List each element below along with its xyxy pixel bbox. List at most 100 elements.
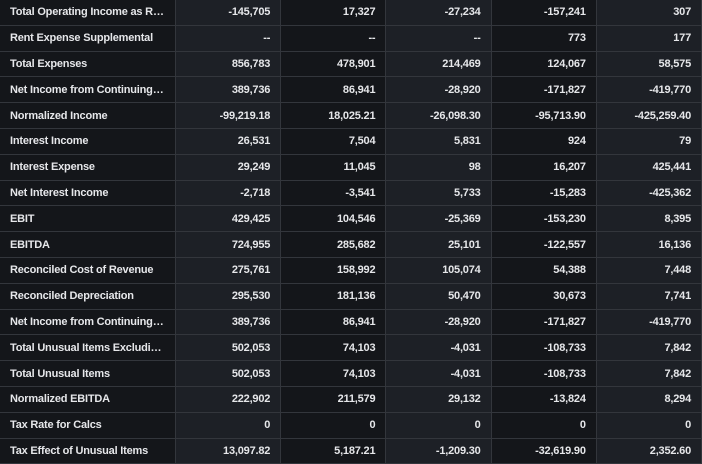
cell-value: 86,941 [280, 76, 387, 104]
cell-value: 0 [490, 411, 597, 439]
table-row: Total Operating Income as Repor... -145,7… [0, 0, 702, 26]
table-row: EBITDA 724,955 285,682 25,101 -122,557 16,136 [0, 231, 702, 258]
cell-value: 773 [490, 24, 597, 52]
table-row: Reconciled Cost of Revenue 275,761 158,992… [0, 256, 702, 284]
cell-value: 177 [595, 24, 702, 52]
cell-value: -4,031 [385, 360, 492, 387]
cell-value: -108,733 [490, 334, 597, 362]
cell-value: 17,327 [280, 0, 387, 26]
table-row: Interest Expense 29,249 11,045 98 16,207 425,… [0, 153, 702, 181]
cell-value: 18,025.21 [280, 102, 387, 129]
cell-value: 158,992 [280, 256, 387, 284]
cell-value: 724,955 [174, 231, 282, 258]
cell-value: 58,575 [595, 50, 702, 78]
cell-value: 307 [595, 0, 702, 26]
cell-value: -- [280, 24, 387, 52]
cell-value: 5,831 [385, 127, 492, 155]
cell-value: -145,705 [174, 0, 282, 26]
row-label: Tax Effect of Unusual Items [0, 437, 176, 464]
row-label: EBITDA [0, 231, 176, 258]
row-label: Total Unusual Items Excluding G... [0, 334, 176, 362]
table-row: Tax Rate for Calcs 0 0 0 0 0 [0, 411, 702, 439]
cell-value: 98 [385, 153, 492, 181]
cell-value: 13,097.82 [174, 437, 282, 464]
cell-value: 7,842 [595, 360, 702, 387]
cell-value: 124,067 [490, 50, 597, 78]
cell-value: -32,619.90 [490, 437, 597, 464]
cell-value: 8,294 [595, 385, 702, 413]
cell-value: 295,530 [174, 282, 282, 310]
cell-value: 0 [174, 411, 282, 439]
cell-value: 16,207 [490, 153, 597, 181]
cell-value: -153,230 [490, 205, 597, 233]
cell-value: -425,259.40 [595, 102, 702, 129]
row-label: Rent Expense Supplemental [0, 24, 176, 52]
cell-value: -15,283 [490, 179, 597, 207]
cell-value: 5,733 [385, 179, 492, 207]
cell-value: 54,388 [490, 256, 597, 284]
table-row: Net Interest Income -2,718 -3,541 5,733 -15,… [0, 179, 702, 207]
table-row: Normalized Income -99,219.18 18,025.21 -26,… [0, 102, 702, 129]
cell-value: 25,101 [385, 231, 492, 258]
cell-value: -13,824 [490, 385, 597, 413]
cell-value: 16,136 [595, 231, 702, 258]
cell-value: 2,352.60 [595, 437, 702, 464]
row-label: Net Interest Income [0, 179, 176, 207]
cell-value: 29,132 [385, 385, 492, 413]
row-label: Normalized Income [0, 102, 176, 129]
row-label: Net Income from Continuing & D... [0, 76, 176, 104]
cell-value: 5,187.21 [280, 437, 387, 464]
row-label: Total Operating Income as Repor... [0, 0, 176, 26]
cell-value: 50,470 [385, 282, 492, 310]
cell-value: -27,234 [385, 0, 492, 26]
cell-value: 8,395 [595, 205, 702, 233]
cell-value: 11,045 [280, 153, 387, 181]
cell-value: 502,053 [174, 360, 282, 387]
cell-value: 7,448 [595, 256, 702, 284]
table-row: Total Expenses 856,783 478,901 214,469 124,0… [0, 50, 702, 78]
table-row: Interest Income 26,531 7,504 5,831 924 79 [0, 127, 702, 155]
cell-value: 275,761 [174, 256, 282, 284]
cell-value: 214,469 [385, 50, 492, 78]
cell-value: -171,827 [490, 308, 597, 336]
table-row: Reconciled Depreciation 295,530 181,136 50,… [0, 282, 702, 310]
table-row: Rent Expense Supplemental -- -- -- 773 177 [0, 24, 702, 52]
row-label: Normalized EBITDA [0, 385, 176, 413]
cell-value: 105,074 [385, 256, 492, 284]
cell-value: -25,369 [385, 205, 492, 233]
cell-value: 7,842 [595, 334, 702, 362]
cell-value: 30,673 [490, 282, 597, 310]
cell-value: 74,103 [280, 334, 387, 362]
row-label: Interest Expense [0, 153, 176, 181]
cell-value: 429,425 [174, 205, 282, 233]
cell-value: -- [174, 24, 282, 52]
cell-value: 478,901 [280, 50, 387, 78]
cell-value: -99,219.18 [174, 102, 282, 129]
cell-value: 0 [385, 411, 492, 439]
cell-value: 389,736 [174, 76, 282, 104]
cell-value: -4,031 [385, 334, 492, 362]
cell-value: -157,241 [490, 0, 597, 26]
cell-value: 7,504 [280, 127, 387, 155]
row-label: EBIT [0, 205, 176, 233]
cell-value: -419,770 [595, 308, 702, 336]
cell-value: 7,741 [595, 282, 702, 310]
table-row: Net Income from Continuing Op... 389,736 8… [0, 308, 702, 336]
cell-value: 222,902 [174, 385, 282, 413]
cell-value: -3,541 [280, 179, 387, 207]
cell-value: 74,103 [280, 360, 387, 387]
cell-value: 181,136 [280, 282, 387, 310]
row-label: Interest Income [0, 127, 176, 155]
cell-value: -28,920 [385, 308, 492, 336]
table-row: Total Unusual Items 502,053 74,103 -4,031 -1… [0, 360, 702, 387]
row-label: Reconciled Cost of Revenue [0, 256, 176, 284]
row-label: Tax Rate for Calcs [0, 411, 176, 439]
row-label: Total Unusual Items [0, 360, 176, 387]
cell-value: 285,682 [280, 231, 387, 258]
cell-value: 211,579 [280, 385, 387, 413]
table-row: Tax Effect of Unusual Items 13,097.82 5,18… [0, 437, 702, 464]
cell-value: -419,770 [595, 76, 702, 104]
table-row: Total Unusual Items Excluding G... 502,05… [0, 334, 702, 362]
